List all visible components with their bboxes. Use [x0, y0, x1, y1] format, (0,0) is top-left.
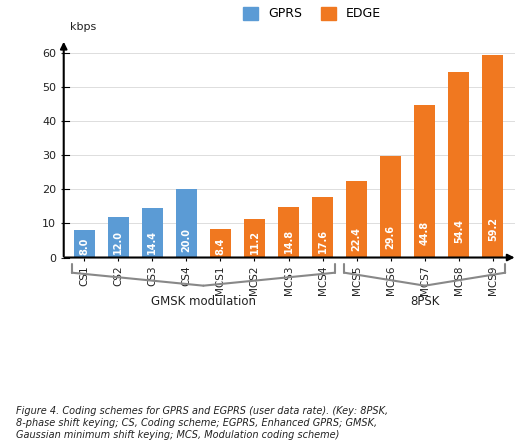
- Bar: [210, 229, 231, 258]
- Text: 8.4: 8.4: [216, 238, 226, 255]
- Bar: [278, 207, 299, 258]
- Bar: [482, 56, 503, 258]
- Text: 8PSK: 8PSK: [410, 295, 440, 308]
- Text: 12.0: 12.0: [113, 230, 123, 254]
- Text: 8.0: 8.0: [79, 238, 89, 255]
- Bar: [448, 72, 469, 258]
- Bar: [380, 156, 401, 258]
- Text: GMSK modulation: GMSK modulation: [151, 295, 256, 308]
- Text: 54.4: 54.4: [454, 218, 464, 243]
- Text: 11.2: 11.2: [250, 230, 260, 254]
- Bar: [74, 230, 95, 258]
- Bar: [346, 181, 367, 258]
- Text: 22.4: 22.4: [352, 227, 362, 251]
- Legend: GPRS, EDGE: GPRS, EDGE: [238, 2, 386, 25]
- Text: 17.6: 17.6: [318, 229, 328, 253]
- Bar: [108, 217, 129, 258]
- Bar: [176, 189, 197, 258]
- Text: 20.0: 20.0: [182, 228, 191, 252]
- Bar: [312, 198, 333, 258]
- Text: 14.4: 14.4: [147, 230, 157, 254]
- Text: 29.6: 29.6: [386, 226, 396, 250]
- Bar: [414, 104, 435, 258]
- Bar: [244, 219, 265, 258]
- Text: 14.8: 14.8: [284, 230, 294, 254]
- Bar: [142, 208, 163, 258]
- Text: 59.2: 59.2: [488, 218, 498, 242]
- Text: Figure 4. Coding schemes for GPRS and EGPRS (user data rate). (Key: 8PSK,
8-phas: Figure 4. Coding schemes for GPRS and EG…: [16, 406, 388, 440]
- Text: kbps: kbps: [70, 22, 96, 32]
- Text: 44.8: 44.8: [420, 221, 430, 245]
